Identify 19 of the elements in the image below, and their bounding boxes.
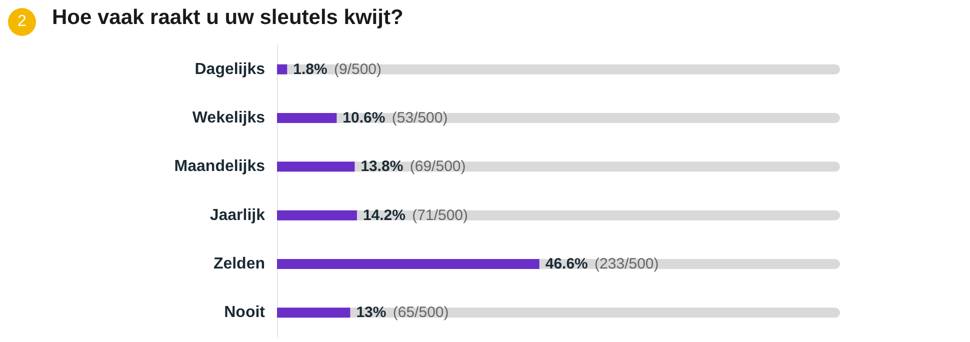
bar [277,162,355,172]
y-tick-label: Dagelijks [194,60,266,78]
data-label: 46.6% (233/500) [545,256,659,272]
number-badge-icon: 2 [8,8,36,36]
bar [277,210,357,220]
data-label: 1.8% (9/500) [293,60,382,78]
y-tick-label: Wekelijks [192,110,266,126]
bar [277,64,288,74]
chart-title: Hoe vaak raakt u uw sleutels kwijt? [52,6,404,30]
data-label: 13.8% (69/500) [360,158,466,176]
data-label: 14.2% (71/500) [362,206,468,224]
bar [277,308,350,318]
y-tick-label: Jaarlijk [210,206,266,224]
data-label: 10.6% (53/500) [342,110,448,126]
y-tick-label: Maandelijks [174,158,266,176]
bar [277,113,337,123]
data-label: 13% (65/500) [356,304,449,322]
y-tick-label: Nooit [224,304,266,322]
y-tick-label: Zelden [213,256,265,272]
